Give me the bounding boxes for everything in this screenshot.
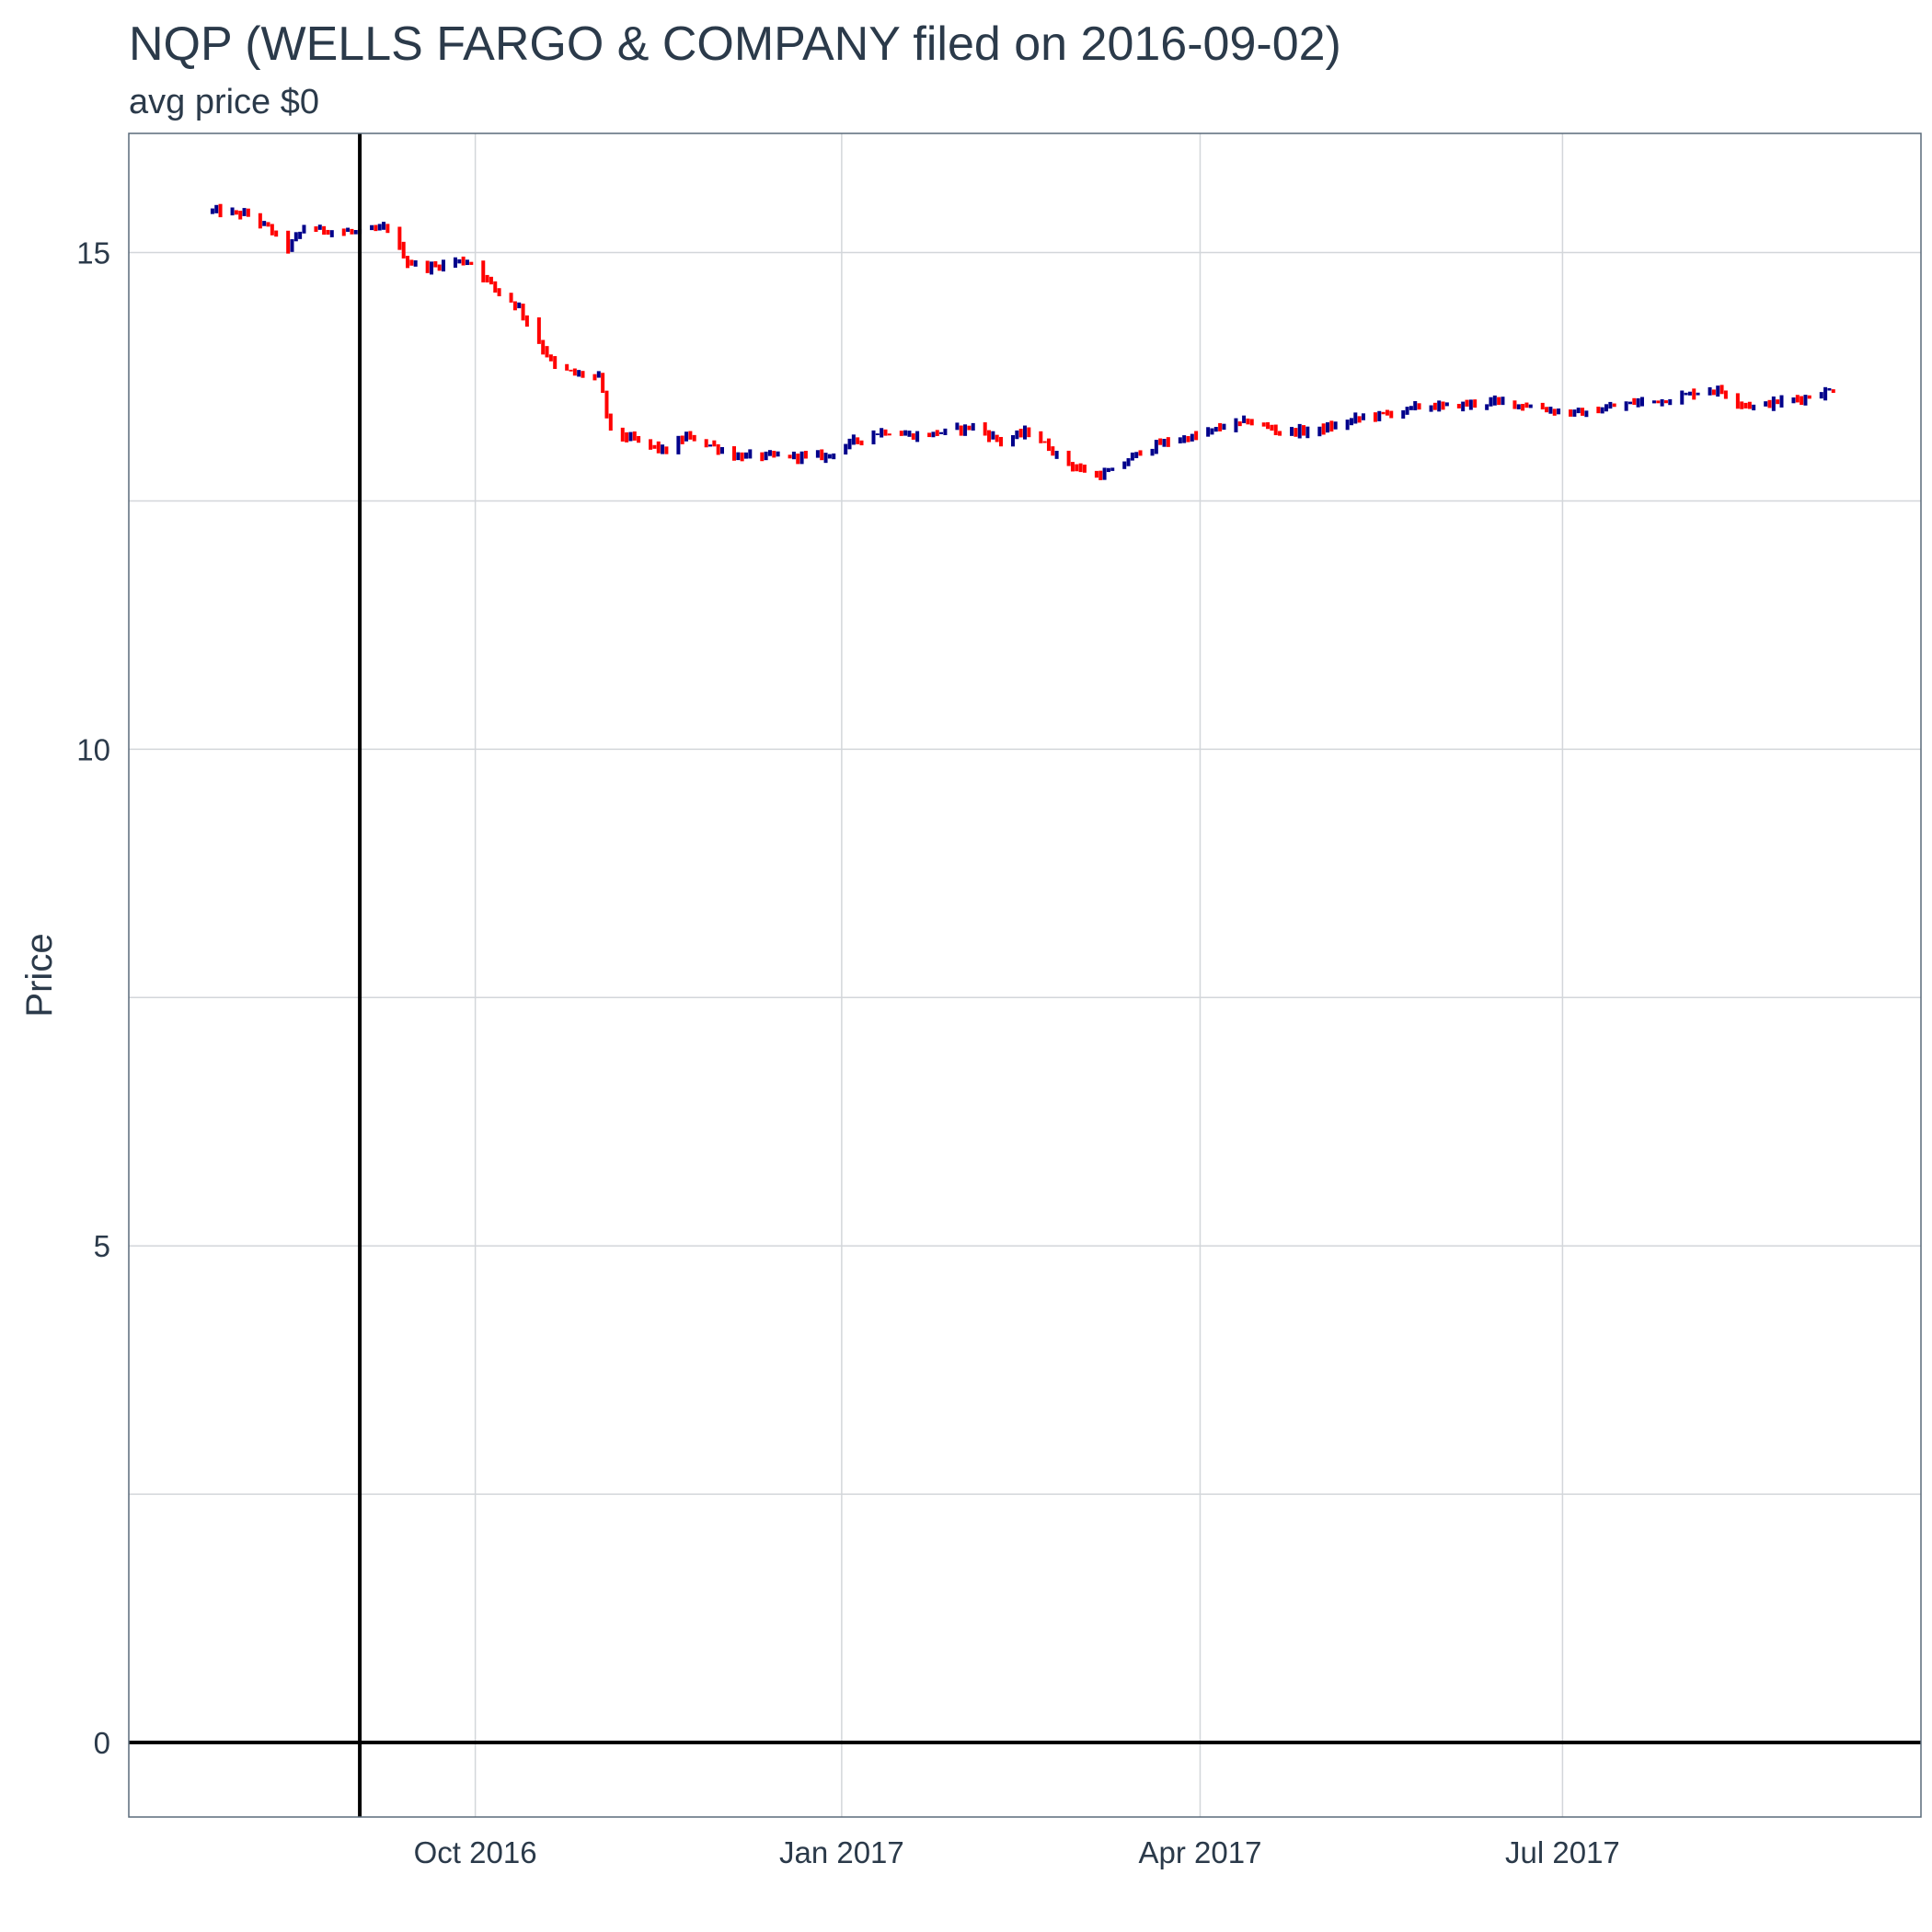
plot-frame xyxy=(128,132,1922,1818)
axis-labels: 0 5 10 15 Oct 2016 Jan 2017 Apr 2017 Jul 2017 Pr… xyxy=(19,236,1620,1869)
grid-lines xyxy=(129,133,1921,1817)
x-tick-label: Oct 2016 xyxy=(414,1835,537,1869)
plot-border xyxy=(128,132,1922,1818)
x-tick-label: Jul 2017 xyxy=(1505,1835,1620,1869)
x-tick-label: Jan 2017 xyxy=(779,1835,904,1869)
y-axis-title: Price xyxy=(19,933,60,1017)
y-tick-label: 15 xyxy=(76,236,110,270)
chart-title: NQP (WELLS FARGO & COMPANY filed on 2016… xyxy=(129,17,1341,71)
reference-lines xyxy=(129,133,1921,1817)
y-tick-label: 0 xyxy=(94,1726,110,1760)
y-tick-label: 10 xyxy=(76,732,110,766)
price-bars xyxy=(210,203,1835,480)
y-tick-label: 5 xyxy=(94,1229,110,1263)
chart-subtitle: avg price $0 xyxy=(129,83,320,121)
x-tick-label: Apr 2017 xyxy=(1139,1835,1262,1869)
